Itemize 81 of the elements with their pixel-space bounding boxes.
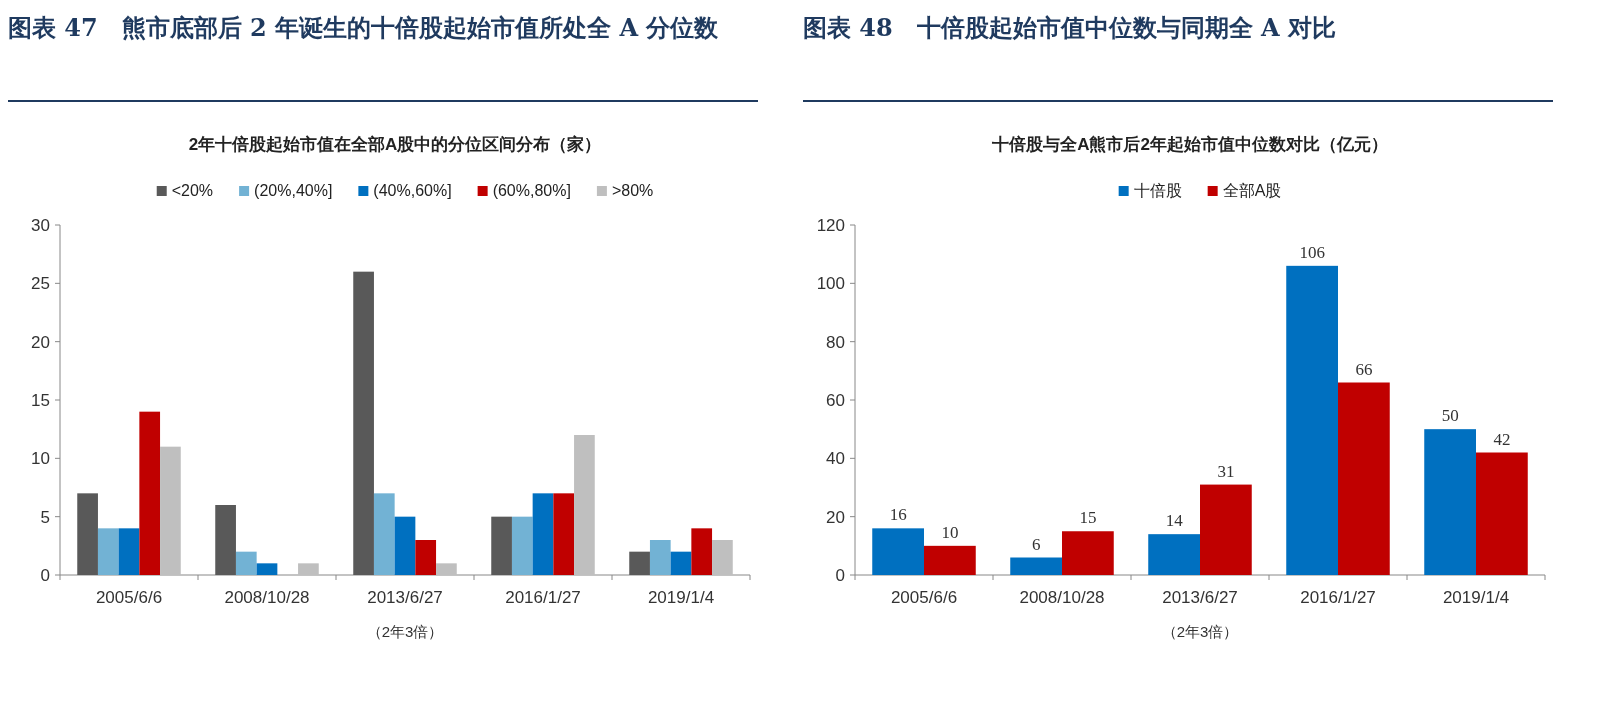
bar (353, 271, 374, 575)
data-label: 66 (1355, 359, 1373, 379)
data-label: 106 (1299, 242, 1325, 262)
y-tick-label: 100 (816, 274, 845, 294)
data-label: 42 (1493, 429, 1511, 449)
x-tick-label: 2005/6/6 (890, 588, 958, 607)
bar (553, 493, 575, 575)
x-tick-label: 2019/1/4 (647, 588, 715, 607)
x-tick-label: 2013/6/27 (367, 588, 443, 607)
x-tick-label: 2005/6/6 (95, 588, 163, 607)
bar (436, 563, 457, 575)
bar (872, 528, 924, 575)
y-tick-label: 10 (31, 449, 50, 469)
bar (712, 540, 733, 575)
y-tick-label: 80 (826, 332, 845, 352)
x-tick-label: 2013/6/27 (1162, 588, 1238, 607)
x-tick-label: 2016/1/27 (505, 588, 581, 607)
legend-label: (60%,80%] (492, 182, 571, 199)
bar (491, 516, 512, 575)
bar (415, 540, 437, 575)
y-tick-label: 30 (31, 216, 50, 235)
x-tick-label: 2016/1/27 (1300, 588, 1376, 607)
bar (77, 493, 98, 575)
bar (1286, 265, 1338, 575)
bar (235, 551, 257, 575)
bar (1338, 382, 1390, 575)
bar (691, 528, 713, 575)
bar (649, 540, 671, 575)
data-label: 16 (889, 505, 907, 525)
bar (1200, 484, 1252, 575)
bar (373, 493, 395, 575)
x-axis-title: （2年3倍） (366, 623, 444, 640)
bar (298, 563, 319, 575)
bar (97, 528, 119, 575)
bar (511, 516, 533, 575)
legend-label: (20%,40%] (254, 182, 333, 199)
bar (118, 528, 140, 575)
legend-label: >80% (611, 182, 654, 199)
chart-title: 图表 48 十倍股起始市值中位数与同期全 A 对比 (803, 12, 1338, 44)
bar (215, 505, 236, 575)
bar (394, 516, 416, 575)
bar (1476, 452, 1528, 575)
x-axis-title: （2年3倍） (1161, 623, 1239, 640)
data-label: 14 (1165, 511, 1184, 531)
bar (532, 493, 554, 575)
chart-subtitle: 十倍股与全A熊市后2年起始市值中位数对比（亿元） (991, 135, 1388, 154)
bar (924, 545, 976, 575)
legend-label: <20% (171, 182, 214, 199)
y-tick-label: 60 (826, 391, 845, 410)
bar (629, 551, 650, 575)
y-tick-label: 15 (31, 391, 50, 410)
data-label: 31 (1217, 461, 1235, 481)
bar (1424, 429, 1476, 575)
y-tick-label: 0 (835, 566, 845, 585)
bar (160, 446, 181, 575)
bar (1148, 534, 1200, 575)
legend-label: (40%,60%] (373, 182, 452, 199)
x-tick-label: 2019/1/4 (1442, 588, 1510, 607)
legend-label: 十倍股 (1133, 182, 1182, 199)
chart-subtitle: 2年十倍股起始市值在全部A股中的分位区间分布（家） (188, 135, 602, 154)
y-tick-label: 20 (826, 507, 845, 527)
bar (574, 435, 595, 575)
y-tick-label: 20 (31, 332, 50, 352)
chart-title: 图表 47 熊市底部后 2 年诞生的十倍股起始市值所处全 A 分位数 (8, 12, 720, 44)
bar (1062, 531, 1114, 575)
data-label: 10 (941, 522, 959, 542)
x-tick-label: 2008/10/28 (224, 588, 310, 607)
y-tick-label: 5 (40, 507, 50, 527)
data-label: 6 (1031, 534, 1041, 554)
bar (1010, 557, 1062, 575)
data-label: 50 (1441, 406, 1459, 426)
y-tick-label: 0 (40, 566, 50, 585)
y-tick-label: 40 (826, 449, 845, 469)
bar (670, 551, 692, 575)
bar (256, 563, 278, 575)
x-tick-label: 2008/10/28 (1019, 588, 1105, 607)
legend-label: 全部A股 (1222, 182, 1282, 199)
data-label: 15 (1079, 508, 1097, 528)
bar (139, 411, 161, 575)
y-tick-label: 25 (31, 274, 50, 294)
y-tick-label: 120 (816, 216, 845, 235)
